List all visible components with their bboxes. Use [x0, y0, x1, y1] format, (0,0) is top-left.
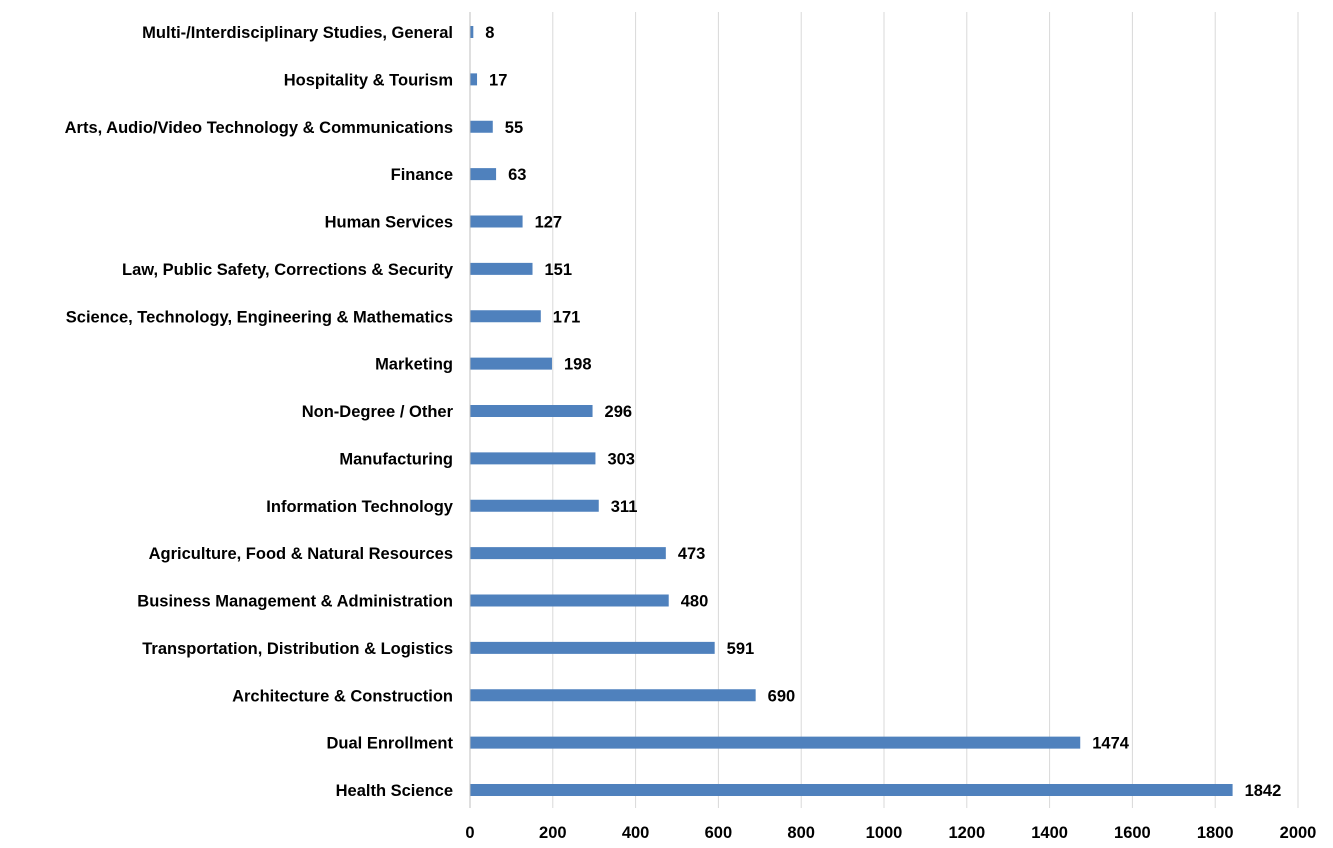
category-label: Dual Enrollment: [326, 735, 453, 753]
category-label: Law, Public Safety, Corrections & Securi…: [122, 261, 454, 279]
category-label: Human Services: [325, 214, 453, 232]
data-labels: 8 17 55 63 127 151 171 198 296 303 311 473 480 591 690…: [485, 24, 1281, 800]
category-label: Finance: [391, 166, 453, 184]
data-label: 690: [768, 687, 796, 705]
data-label: 1474: [1092, 735, 1130, 753]
bar: [470, 784, 1233, 796]
category-label: Arts, Audio/Video Technology & Communica…: [65, 119, 453, 137]
category-label: Business Management & Administration: [137, 593, 453, 611]
category-label: Health Science: [336, 782, 453, 800]
bar: [470, 73, 478, 86]
bar: [470, 168, 497, 181]
data-label: 8: [485, 24, 494, 42]
data-label: 198: [564, 356, 592, 374]
x-tick-label: 1800: [1197, 824, 1234, 842]
bar: [470, 26, 474, 38]
gridlines: [552, 12, 1299, 808]
data-label: 171: [553, 308, 581, 326]
data-label: 127: [535, 214, 563, 232]
bars: [470, 26, 1233, 796]
data-label: 151: [545, 261, 573, 279]
category-label: Transportation, Distribution & Logistics: [142, 640, 453, 658]
bar: [470, 357, 552, 370]
category-label: Manufacturing: [339, 450, 453, 468]
bar: [470, 452, 596, 465]
data-label: 591: [727, 640, 755, 658]
category-labels: Multi-/Interdisciplinary Studies, Genera…: [65, 24, 454, 800]
bar: [470, 215, 523, 228]
category-label: Agriculture, Food & Natural Resources: [149, 545, 453, 563]
x-axis-tick-labels: 0 200 400 600 800 1000 1200 1400 1600 1800 2000: [465, 824, 1316, 842]
x-tick-label: 600: [705, 824, 733, 842]
data-label: 1842: [1245, 782, 1282, 800]
x-tick-label: 1000: [866, 824, 903, 842]
bar: [470, 262, 533, 275]
category-label: Information Technology: [266, 498, 454, 516]
x-tick-label: 0: [465, 824, 474, 842]
bar: [470, 594, 669, 607]
x-tick-label: 800: [787, 824, 815, 842]
category-label: Marketing: [375, 356, 453, 374]
category-label: Hospitality & Tourism: [284, 71, 453, 89]
bar: [470, 120, 493, 133]
data-label: 303: [607, 450, 635, 468]
bar: [470, 547, 666, 560]
category-label: Non-Degree / Other: [302, 403, 454, 421]
category-label: Science, Technology, Engineering & Mathe…: [66, 308, 453, 326]
data-label: 311: [611, 498, 638, 516]
bar: [470, 405, 593, 417]
bar: [470, 310, 541, 323]
x-tick-label: 1200: [948, 824, 985, 842]
bar: [470, 689, 756, 702]
x-tick-label: 2000: [1280, 824, 1317, 842]
category-label: Architecture & Construction: [232, 687, 453, 705]
data-label: 17: [489, 71, 507, 89]
data-label: 296: [605, 403, 633, 421]
x-tick-label: 1400: [1031, 824, 1068, 842]
bar: [470, 499, 599, 512]
data-label: 55: [505, 119, 523, 137]
category-label: Multi-/Interdisciplinary Studies, Genera…: [142, 24, 453, 42]
data-label: 63: [508, 166, 526, 184]
x-tick-label: 400: [622, 824, 650, 842]
bar: [470, 641, 715, 654]
bar: [470, 736, 1081, 749]
x-tick-label: 1600: [1114, 824, 1151, 842]
data-label: 480: [681, 593, 709, 611]
x-tick-label: 200: [539, 824, 567, 842]
data-label: 473: [678, 545, 706, 563]
